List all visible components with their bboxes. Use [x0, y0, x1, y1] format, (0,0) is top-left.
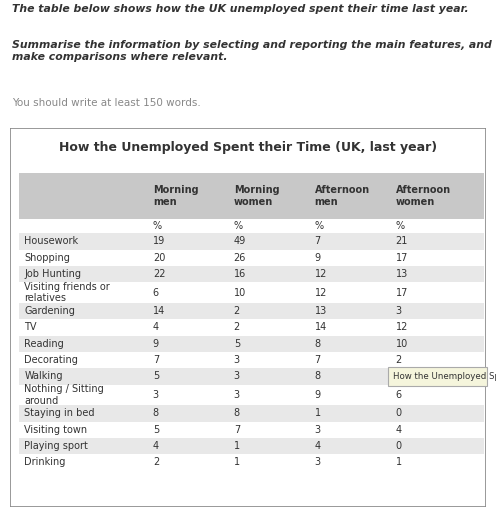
Text: 2: 2 [234, 323, 240, 332]
Text: Decorating: Decorating [24, 355, 78, 365]
Text: Drinking: Drinking [24, 457, 65, 467]
Text: The table below shows how the UK unemployed spent their time last year.: The table below shows how the UK unemplo… [12, 4, 469, 14]
Text: %: % [396, 221, 405, 231]
Text: 7: 7 [234, 425, 240, 435]
Text: 6: 6 [153, 288, 159, 297]
Text: %: % [234, 221, 243, 231]
Text: How the Unemployed Spend their: How the Unemployed Spend their [393, 372, 496, 381]
Text: 9: 9 [314, 253, 321, 263]
Bar [19, 303, 484, 319]
Text: 3: 3 [153, 390, 159, 400]
Text: Afternoon
women: Afternoon women [396, 185, 451, 207]
Text: 3: 3 [396, 306, 402, 316]
Text: 2: 2 [153, 457, 159, 467]
Text: 4: 4 [153, 323, 159, 332]
Text: 10: 10 [234, 288, 246, 297]
Bar [19, 174, 484, 219]
Text: 1: 1 [234, 441, 240, 451]
Text: 1: 1 [314, 409, 321, 418]
Text: 12: 12 [314, 288, 327, 297]
Text: 5: 5 [153, 425, 159, 435]
Text: 1: 1 [234, 457, 240, 467]
Bar [19, 385, 484, 406]
Bar [19, 219, 484, 233]
Text: 5: 5 [234, 339, 240, 349]
Text: 5: 5 [153, 371, 159, 381]
Text: 9: 9 [153, 339, 159, 349]
Text: Shopping: Shopping [24, 253, 70, 263]
Text: 19: 19 [153, 237, 165, 246]
Bar [19, 266, 484, 282]
Text: Morning
men: Morning men [153, 185, 198, 207]
Text: 8: 8 [314, 339, 321, 349]
Text: 7: 7 [153, 355, 159, 365]
Text: 14: 14 [314, 323, 327, 332]
Text: 16: 16 [234, 269, 246, 279]
Text: 3: 3 [234, 355, 240, 365]
Text: 14: 14 [153, 306, 165, 316]
Text: 22: 22 [153, 269, 165, 279]
Bar [19, 454, 484, 471]
Bar [19, 438, 484, 454]
Text: 49: 49 [234, 237, 246, 246]
Text: 8: 8 [234, 409, 240, 418]
Text: TV: TV [24, 323, 37, 332]
Text: 17: 17 [396, 253, 408, 263]
Text: 9: 9 [314, 390, 321, 400]
Text: 2: 2 [396, 355, 402, 365]
Text: 6: 6 [396, 390, 402, 400]
Text: 13: 13 [314, 306, 327, 316]
Text: 2: 2 [234, 306, 240, 316]
Text: You should write at least 150 words.: You should write at least 150 words. [12, 98, 201, 108]
Text: Visiting friends or
relatives: Visiting friends or relatives [24, 282, 110, 304]
Text: 0: 0 [396, 441, 402, 451]
Text: 8: 8 [153, 409, 159, 418]
Text: 0: 0 [396, 409, 402, 418]
Text: Morning
women: Morning women [234, 185, 279, 207]
Text: 3: 3 [314, 425, 321, 435]
Text: 7: 7 [314, 237, 321, 246]
Text: 3: 3 [234, 371, 240, 381]
Text: 3: 3 [234, 390, 240, 400]
Text: Visiting town: Visiting town [24, 425, 87, 435]
Text: Playing sport: Playing sport [24, 441, 88, 451]
Bar [19, 406, 484, 422]
Text: 21: 21 [396, 237, 408, 246]
Text: Staying in bed: Staying in bed [24, 409, 95, 418]
Text: 12: 12 [314, 269, 327, 279]
Bar [19, 282, 484, 303]
Bar [19, 352, 484, 368]
Text: 12: 12 [396, 323, 408, 332]
Bar [19, 368, 484, 385]
Text: Nothing / Sitting
around: Nothing / Sitting around [24, 384, 104, 406]
Text: 4: 4 [153, 441, 159, 451]
Text: 26: 26 [234, 253, 246, 263]
Text: 4: 4 [314, 441, 321, 451]
FancyBboxPatch shape [387, 367, 487, 386]
Text: Gardening: Gardening [24, 306, 75, 316]
Text: 7: 7 [314, 355, 321, 365]
Text: 1: 1 [396, 457, 402, 467]
Text: How the Unemployed Spent their Time (UK, last year): How the Unemployed Spent their Time (UK,… [59, 141, 437, 154]
Text: 4: 4 [396, 425, 402, 435]
Text: 10: 10 [396, 339, 408, 349]
Text: %: % [314, 221, 324, 231]
Bar [19, 319, 484, 336]
Bar [19, 336, 484, 352]
Text: 3: 3 [314, 457, 321, 467]
Text: 8: 8 [314, 371, 321, 381]
Bar [19, 422, 484, 438]
Text: Housework: Housework [24, 237, 78, 246]
Text: Summarise the information by selecting and reporting the main features, and
make: Summarise the information by selecting a… [12, 40, 492, 62]
Bar [19, 233, 484, 250]
Text: 17: 17 [396, 288, 408, 297]
Text: Walking: Walking [24, 371, 62, 381]
Bar [19, 250, 484, 266]
Text: %: % [153, 221, 162, 231]
Text: Job Hunting: Job Hunting [24, 269, 81, 279]
Text: Afternoon
men: Afternoon men [314, 185, 370, 207]
Text: 20: 20 [153, 253, 165, 263]
Text: 13: 13 [396, 269, 408, 279]
Text: Reading: Reading [24, 339, 64, 349]
